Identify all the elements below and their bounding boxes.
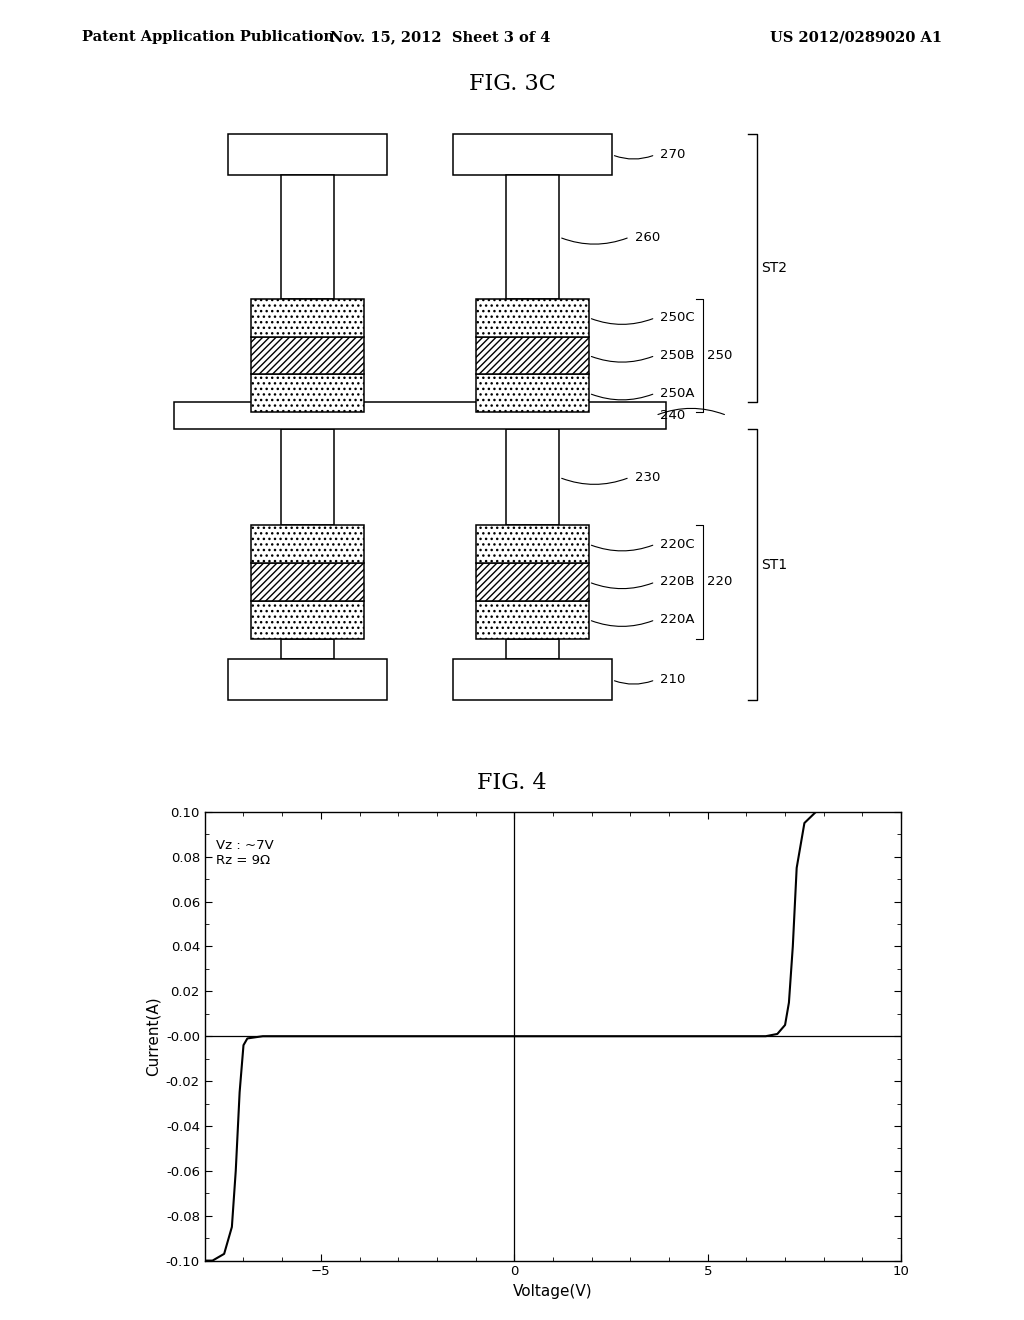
Text: 210: 210 xyxy=(660,673,686,686)
Bar xyxy=(476,601,589,639)
Bar xyxy=(476,564,589,601)
Text: 270: 270 xyxy=(660,148,686,161)
Text: ST2: ST2 xyxy=(761,261,786,275)
Bar xyxy=(251,337,364,375)
Bar xyxy=(281,639,334,659)
Text: Vz : ~7V
Rz = 9Ω: Vz : ~7V Rz = 9Ω xyxy=(216,838,274,867)
Bar xyxy=(174,401,666,429)
Text: FIG. 3C: FIG. 3C xyxy=(469,73,555,95)
Bar xyxy=(506,176,559,298)
Text: Patent Application Publication: Patent Application Publication xyxy=(82,30,334,45)
Bar xyxy=(251,601,364,639)
Text: 220A: 220A xyxy=(660,614,695,626)
X-axis label: Voltage(V): Voltage(V) xyxy=(513,1284,593,1299)
Bar xyxy=(476,337,589,375)
Bar xyxy=(251,525,364,564)
Bar xyxy=(281,176,334,298)
Text: 220C: 220C xyxy=(660,537,695,550)
Text: 250C: 250C xyxy=(660,312,695,325)
Text: 230: 230 xyxy=(635,471,660,484)
Bar xyxy=(476,298,589,337)
Bar xyxy=(506,639,559,659)
Bar xyxy=(251,375,364,412)
Text: 250A: 250A xyxy=(660,387,695,400)
Text: 220: 220 xyxy=(707,576,732,589)
Bar xyxy=(251,298,364,337)
Text: 220B: 220B xyxy=(660,576,695,589)
Bar xyxy=(506,429,559,525)
Text: US 2012/0289020 A1: US 2012/0289020 A1 xyxy=(770,30,942,45)
Bar xyxy=(227,135,386,176)
Bar xyxy=(227,659,386,701)
Y-axis label: Current(A): Current(A) xyxy=(145,997,161,1076)
Bar xyxy=(453,659,612,701)
Text: 240: 240 xyxy=(660,409,686,422)
Bar xyxy=(476,375,589,412)
Bar xyxy=(281,429,334,525)
Bar xyxy=(251,564,364,601)
Text: Nov. 15, 2012  Sheet 3 of 4: Nov. 15, 2012 Sheet 3 of 4 xyxy=(330,30,551,45)
Text: 250B: 250B xyxy=(660,348,695,362)
Text: FIG. 4: FIG. 4 xyxy=(477,772,547,795)
Bar xyxy=(453,135,612,176)
Text: 260: 260 xyxy=(635,231,660,244)
Bar xyxy=(476,525,589,564)
Text: 250: 250 xyxy=(707,348,732,362)
Text: ST1: ST1 xyxy=(761,558,787,572)
